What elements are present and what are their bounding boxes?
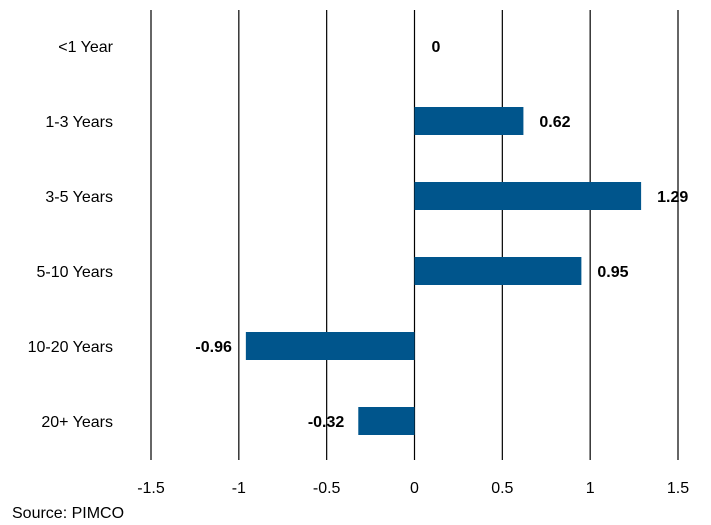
category-label: 1-3 Years [45, 114, 113, 131]
label-layer: -1.5 -1 -0.5 0 0.5 1 1.5 <1 Year 0 1-3 Years 0.62 3… [28, 39, 690, 497]
data-label: 0.95 [597, 264, 628, 281]
x-tick-label: 1.5 [667, 480, 689, 497]
bar-layer [245, 107, 642, 435]
data-label: -0.32 [308, 414, 345, 431]
bar [414, 257, 582, 285]
source-note: Source: PIMCO [12, 505, 124, 522]
x-tick-label: 1 [586, 480, 595, 497]
data-label: 0 [432, 39, 441, 56]
data-label: -0.96 [195, 339, 232, 356]
category-label: 5-10 Years [36, 264, 113, 281]
bar [414, 107, 524, 135]
x-tick-label: -0.5 [313, 480, 341, 497]
bar [358, 407, 415, 435]
x-tick-label: -1.5 [137, 480, 165, 497]
category-label: <1 Year [58, 39, 113, 56]
grid-layer [150, 10, 679, 460]
bar [245, 332, 415, 360]
data-label: 0.62 [539, 114, 570, 131]
x-tick-label: 0.5 [491, 480, 513, 497]
category-label: 3-5 Years [45, 189, 113, 206]
data-label: 1.29 [657, 189, 688, 206]
category-label: 10-20 Years [28, 339, 113, 356]
bar [414, 182, 642, 210]
category-label: 20+ Years [41, 414, 113, 431]
x-tick-label: 0 [410, 480, 419, 497]
x-tick-label: -1 [232, 480, 246, 497]
